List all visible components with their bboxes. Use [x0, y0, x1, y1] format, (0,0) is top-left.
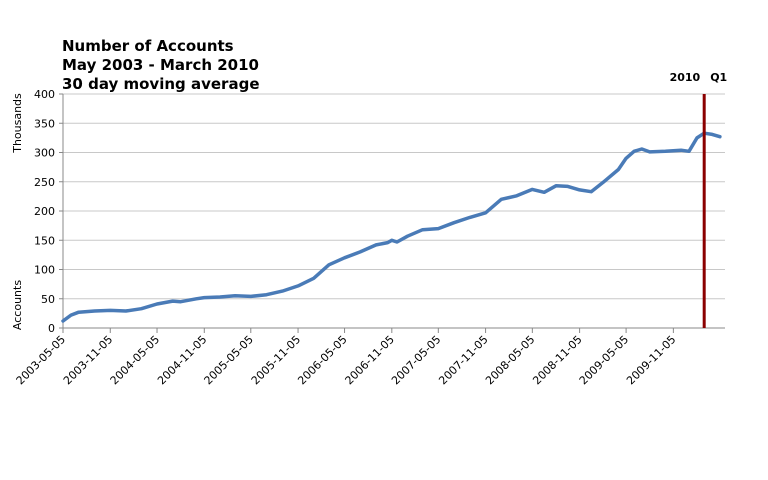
- x-tick-label: 2009-05-05: [577, 333, 631, 387]
- x-tick-labels: 2003-05-052003-11-052004-05-052004-11-05…: [14, 333, 679, 387]
- y-axis-label-accounts: Accounts: [11, 280, 24, 330]
- gridlines: [63, 93, 725, 300]
- x-tick-label: 2003-05-05: [14, 333, 68, 387]
- x-tick-label: 2008-05-05: [483, 333, 537, 387]
- series-layer: [61, 131, 722, 323]
- chart-title: Number of Accounts May 2003 - March 2010…: [62, 37, 260, 94]
- x-tick-label: 2003-11-05: [61, 333, 115, 387]
- y-tick-label: 200: [34, 205, 55, 218]
- marker-label-year: 2010: [670, 71, 701, 84]
- y-tick-label: 50: [41, 293, 55, 306]
- y-tick-label: 350: [34, 117, 55, 130]
- marker-layer: 2010 Q1: [670, 71, 727, 328]
- axes: [59, 93, 725, 333]
- x-tick-label: 2009-11-05: [624, 333, 678, 387]
- y-tick-label: 150: [34, 234, 55, 247]
- y-tick-label: 100: [34, 264, 55, 277]
- series-line-0: [61, 131, 722, 323]
- chart-title-line-1: Number of Accounts: [62, 37, 234, 55]
- chart-title-line-3: 30 day moving average: [62, 75, 260, 93]
- x-tick-label: 2004-05-05: [108, 333, 162, 387]
- chart-title-line-2: May 2003 - March 2010: [62, 56, 259, 74]
- y-tick-label: 400: [34, 88, 55, 101]
- x-tick-label: 2005-05-05: [202, 333, 256, 387]
- x-tick-label: 2006-05-05: [295, 333, 349, 387]
- y-tick-label: 300: [34, 147, 55, 160]
- y-tick-label: 0: [48, 322, 55, 335]
- y-axis-label-thousands: Thousands: [11, 93, 24, 154]
- x-tick-label: 2007-11-05: [436, 333, 490, 387]
- y-tick-labels: 0 50 100 150 200 250 300 350 400: [34, 88, 55, 335]
- x-tick-label: 2007-05-05: [389, 333, 443, 387]
- marker-label-quarter: Q1: [710, 71, 727, 84]
- y-tick-label: 250: [34, 176, 55, 189]
